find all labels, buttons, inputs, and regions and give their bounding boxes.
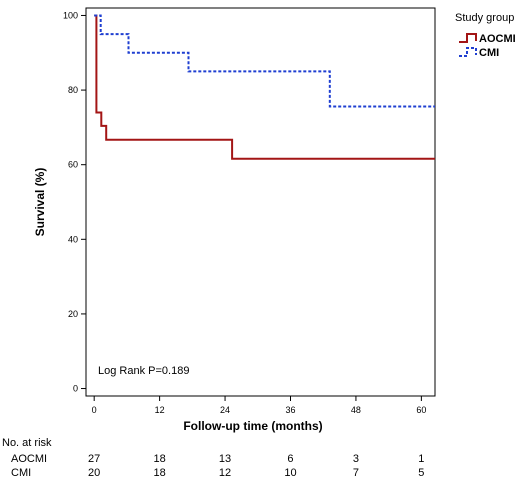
legend: AOCMI CMI: [459, 33, 516, 59]
y-tick-label: 20: [68, 309, 78, 319]
risk-row-label: CMI: [11, 467, 31, 478]
log-rank-annotation: Log Rank P=0.189: [98, 365, 189, 377]
legend-label-cmi: CMI: [479, 47, 499, 59]
y-tick-label: 60: [68, 160, 78, 170]
risk-value: 27: [88, 453, 100, 465]
risk-value: 20: [88, 467, 100, 478]
plot-frame: [85, 7, 436, 397]
y-axis-label: Survival (%): [33, 168, 47, 237]
x-tick-label: 60: [416, 405, 426, 415]
x-axis: 0 12 24 36 48 60: [92, 396, 426, 415]
risk-value: 1: [418, 453, 424, 465]
risk-value: 6: [287, 453, 293, 465]
y-tick-label: 80: [68, 85, 78, 95]
x-tick-label: 0: [92, 405, 97, 415]
legend-swatch-cmi: [459, 47, 477, 57]
y-tick-label: 0: [73, 384, 78, 394]
risk-value: 5: [418, 467, 424, 478]
x-axis-label: Follow-up time (months): [183, 419, 322, 433]
legend-title: Study group: [455, 12, 514, 24]
risk-table-title: No. at risk: [2, 437, 52, 449]
risk-value: 18: [153, 467, 165, 478]
risk-row-label: AOCMI: [11, 453, 47, 465]
y-tick-label: 100: [63, 10, 78, 20]
x-tick-label: 24: [220, 405, 230, 415]
risk-value: 10: [284, 467, 296, 478]
series-line-cmi: [94, 14, 435, 108]
risk-value: 13: [219, 453, 231, 465]
legend-label-aocmi: AOCMI: [479, 33, 516, 45]
y-axis: 0 20 40 60 80 100: [63, 10, 86, 394]
risk-table: AOCMI 27 18 13 6 3 1 CMI 20 18 12 10 7 5: [11, 453, 424, 478]
series-line-aocmi: [94, 14, 435, 160]
risk-value: 7: [353, 467, 359, 478]
x-tick-label: 48: [351, 405, 361, 415]
series-layer: [94, 14, 435, 160]
risk-value: 12: [219, 467, 231, 478]
x-tick-label: 12: [155, 405, 165, 415]
risk-value: 3: [353, 453, 359, 465]
y-tick-label: 40: [68, 234, 78, 244]
x-tick-label: 36: [285, 405, 295, 415]
risk-value: 18: [153, 453, 165, 465]
legend-swatch-aocmi: [459, 33, 477, 43]
